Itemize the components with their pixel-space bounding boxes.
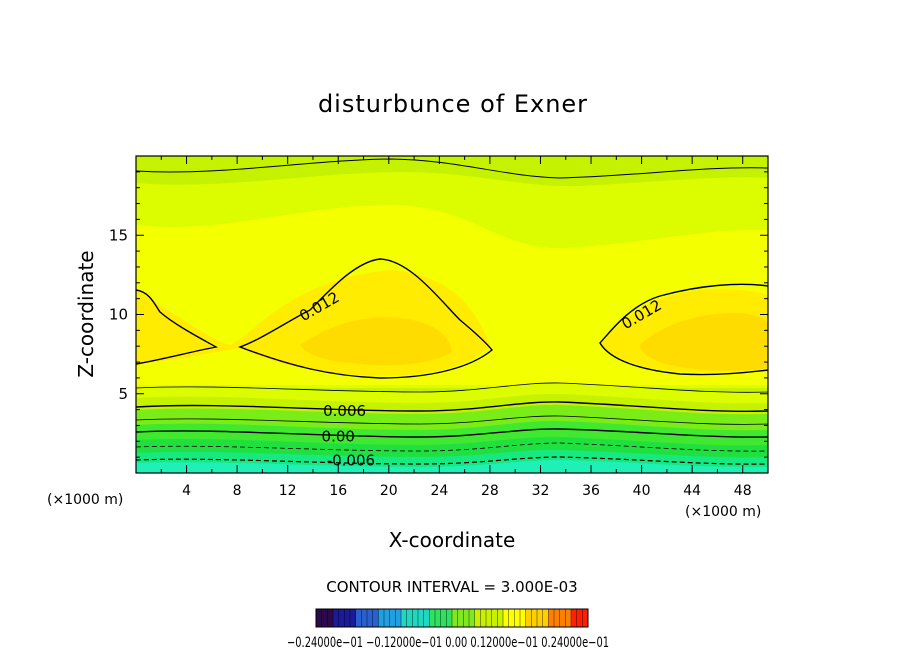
colorbar-cell	[474, 609, 481, 627]
colorbar-cell	[452, 609, 459, 627]
colorbar	[315, 609, 589, 627]
colorbar-cell	[384, 609, 391, 627]
y-tick-label: 15	[109, 226, 128, 244]
x-tick-label: 36	[582, 483, 600, 499]
colorbar-cell	[480, 609, 487, 627]
contour-label-text: 0.00	[322, 428, 355, 446]
colorbar-cell	[531, 609, 538, 627]
contour-label-text: 0.006	[323, 402, 366, 420]
colorbar-cell	[554, 609, 561, 627]
contour-0012-left	[136, 289, 219, 365]
colorbar-cell	[321, 609, 328, 627]
colorbar-cell	[497, 609, 504, 627]
contour-neg-1	[136, 442, 768, 452]
colorbar-cell	[440, 609, 447, 627]
x-tick-label: 24	[430, 483, 448, 499]
field-band-cyan	[136, 460, 768, 473]
colorbar-cell	[565, 609, 572, 627]
x-tick-label: 16	[329, 483, 347, 499]
contour-lines	[136, 158, 768, 465]
colorbar-cell	[412, 609, 419, 627]
colorbar-cell	[548, 609, 555, 627]
contour-mid-2	[136, 415, 768, 425]
field-core-1	[300, 317, 452, 366]
colorbar-cell	[429, 609, 436, 627]
y-tick-label: 10	[109, 306, 128, 324]
colorbar-cell	[486, 609, 493, 627]
x-tick-label: 20	[380, 483, 398, 499]
colorbar-cell	[469, 609, 476, 627]
colorbar-cell	[333, 609, 340, 627]
x-tick-label: 40	[633, 483, 651, 499]
y-axis: 5 10 15	[109, 171, 768, 458]
colorbar-cell	[367, 609, 374, 627]
contour-0012-right	[599, 283, 768, 376]
contour-label: -0.006	[327, 451, 375, 469]
colorbar-cell	[537, 609, 544, 627]
contour-label: 0.00	[322, 428, 355, 446]
contour-000	[136, 428, 768, 438]
x-tick-label: 32	[532, 483, 550, 499]
colorbar-cell	[503, 609, 510, 627]
colorbar-cell	[559, 609, 566, 627]
chart-title: disturbunce of Exner	[318, 90, 588, 118]
contour-label: 0.006	[323, 402, 366, 420]
colorbar-cell	[401, 609, 408, 627]
colorbar-cell	[576, 609, 583, 627]
x-tick-label: 8	[233, 483, 242, 499]
x-tick-label: 28	[481, 483, 499, 499]
colorbar-cell	[525, 609, 532, 627]
colorbar-cell	[327, 609, 334, 627]
colorbar-cell	[418, 609, 425, 627]
colorbar-cell	[435, 609, 442, 627]
contour-mid-1	[136, 382, 768, 393]
field-core-2	[640, 312, 768, 371]
x-tick-label: 44	[683, 483, 701, 499]
colorbar-cell	[508, 609, 515, 627]
x-tick-label: 4	[182, 483, 191, 499]
x-axis: 4 8 12 16 20 24 28 32 36 40 44 48	[160, 156, 752, 499]
colorbar-cell	[350, 609, 357, 627]
colorbar-cell	[338, 609, 345, 627]
contour-interval: CONTOUR INTERVAL = 3.000E-03	[326, 578, 577, 596]
colorbar-cell	[372, 609, 379, 627]
colorbar-cell	[582, 609, 589, 627]
contour-neg-0006	[136, 456, 768, 465]
x-unit-left: (×1000 m)	[47, 492, 123, 508]
colorbar-cell	[316, 609, 323, 627]
colorbar-cell	[406, 609, 413, 627]
colorbar-cell	[463, 609, 470, 627]
colorbar-cell	[344, 609, 351, 627]
x-tick-label: 12	[279, 483, 297, 499]
x-axis-label: X-coordinate	[389, 528, 516, 552]
colorbar-cell	[378, 609, 385, 627]
contour-label-text: -0.006	[327, 451, 375, 469]
colorbar-cell	[571, 609, 578, 627]
y-tick-label: 5	[118, 385, 128, 403]
colorbar-cell	[446, 609, 453, 627]
colorbar-cell	[514, 609, 521, 627]
contour-0012-center	[237, 258, 493, 379]
colorbar-cell	[361, 609, 368, 627]
x-unit-right: (×1000 m)	[685, 504, 761, 520]
colorbar-frame	[315, 608, 589, 628]
colorbar-cell	[542, 609, 549, 627]
contour-0006	[136, 401, 768, 413]
colorbar-cell	[355, 609, 362, 627]
colorbar-cell	[491, 609, 498, 627]
colorbar-cell	[389, 609, 396, 627]
colorbar-cell	[457, 609, 464, 627]
y-axis-label: Z-coordinate	[74, 250, 98, 377]
x-tick-label: 48	[734, 483, 752, 499]
colorbar-labels: −0.24000e−01 −0.12000e−01 0.00 0.12000e−…	[287, 635, 609, 651]
colorbar-cell	[520, 609, 527, 627]
colorbar-cell	[395, 609, 402, 627]
contour-top	[136, 158, 768, 179]
colorbar-cell	[423, 609, 430, 627]
